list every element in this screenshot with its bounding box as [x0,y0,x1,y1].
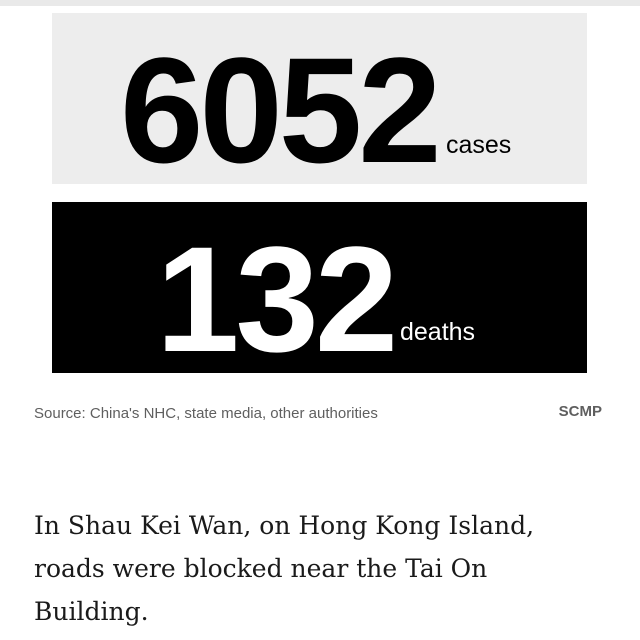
top-strip [0,0,640,6]
deaths-count: 132 [156,215,398,383]
source-caption: Source: China's NHC, state media, other … [34,405,378,422]
deaths-label: deaths [400,318,476,346]
article-paragraph: In Shau Kei Wan, on Hong Kong Island, ro… [34,504,614,633]
cases-stat-box: 6052 cases [52,13,587,194]
deaths-stat-box: 132 deaths [52,202,587,383]
article-line: roads were blocked near the Tai On [34,554,488,583]
article-line: In Shau Kei Wan, on Hong Kong Island, [34,511,535,540]
cases-label: cases [446,131,512,159]
cases-count: 6052 [120,26,442,194]
brand-credit: SCMP [558,403,602,420]
article-line: Building. [34,597,149,626]
